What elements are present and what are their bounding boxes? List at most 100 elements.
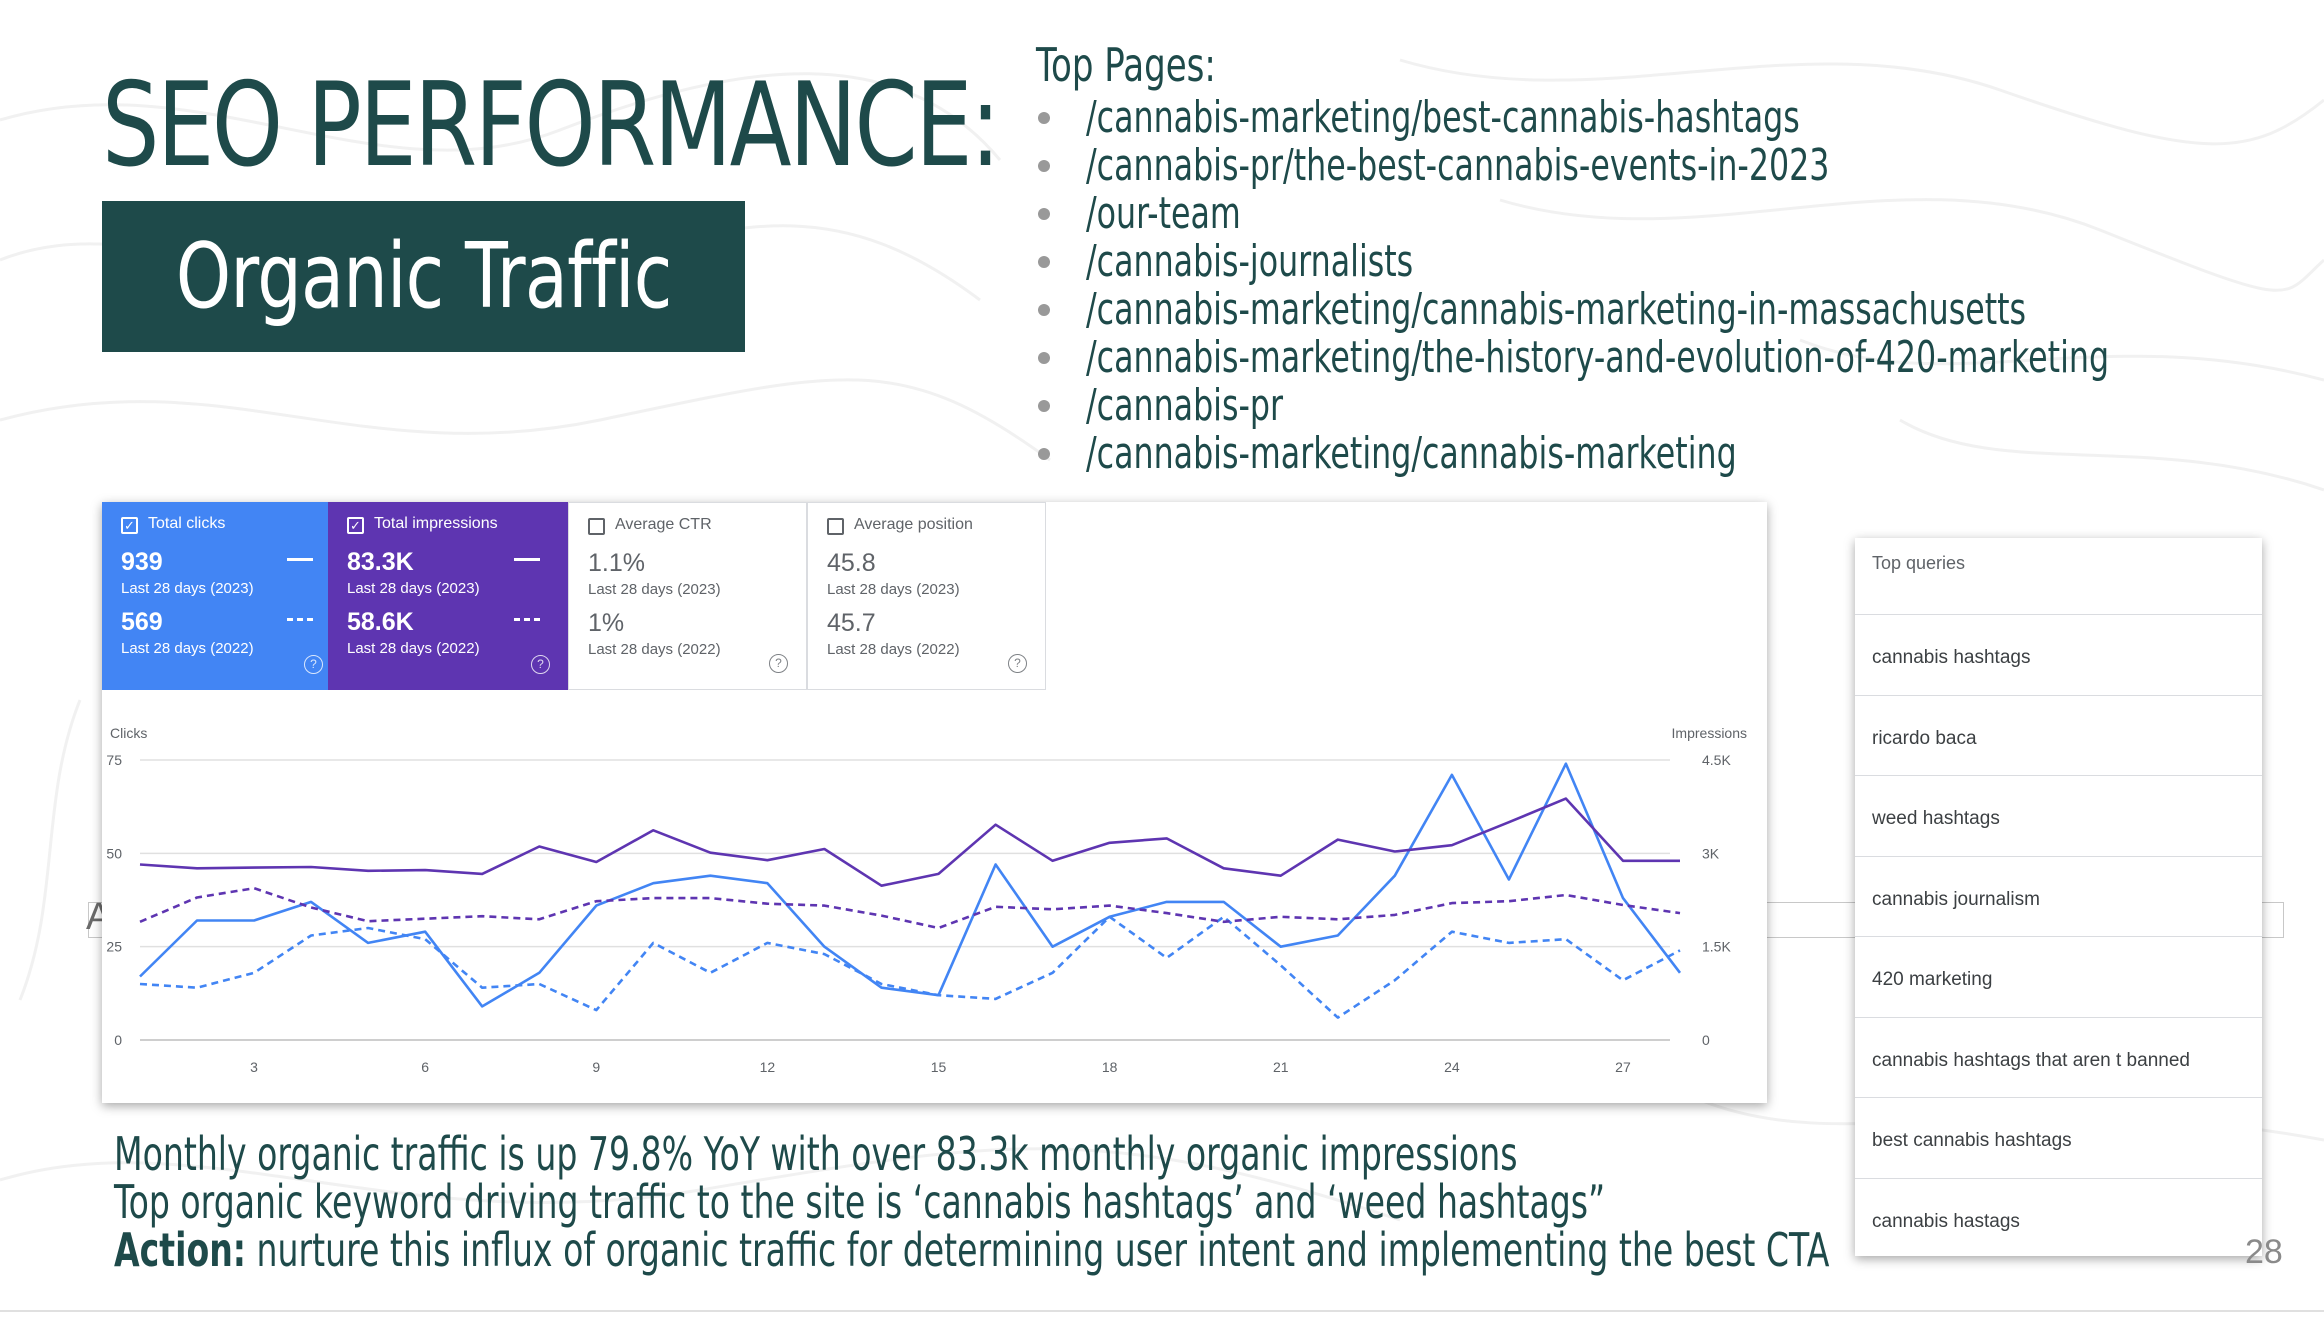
help-icon[interactable]: ? (769, 654, 788, 673)
series-line-left-dashed (139, 915, 1681, 1019)
top-page-path: /our-team (1086, 188, 1241, 239)
total-clicks-card[interactable]: ✓ Total clicks 939 Last 28 days (2023) 5… (102, 502, 341, 690)
query-row[interactable]: cannabis hashtags (1855, 615, 2262, 696)
summary-text: Monthly organic traffic is up 79.8% YoY … (114, 1130, 2324, 1274)
bullet-icon (1038, 112, 1050, 124)
metric-label: Average CTR (615, 516, 712, 533)
metric-period-current: Last 28 days (2023) (121, 580, 254, 597)
y-left-tick-label: 50 (106, 845, 122, 861)
query-text: best cannabis hashtags (1872, 1130, 2072, 1151)
top-page-item: /cannabis-marketing/cannabis-marketing-i… (1036, 286, 2026, 334)
top-page-item: /cannabis-marketing/cannabis-marketing (1036, 430, 1737, 478)
y-right-axis-label: Impressions (1672, 725, 1747, 741)
metric-value-current: 83.3K (347, 548, 414, 576)
top-pages-list: /cannabis-marketing/best-cannabis-hashta… (1036, 94, 2109, 478)
top-page-item: /cannabis-marketing/the-history-and-evol… (1036, 334, 2109, 382)
top-page-path: /cannabis-marketing/best-cannabis-hashta… (1086, 92, 1800, 143)
help-icon[interactable]: ? (531, 655, 550, 674)
top-queries-header: Top queries (1855, 538, 2262, 615)
dashed-line-legend-icon (514, 618, 540, 621)
help-icon[interactable]: ? (304, 655, 323, 674)
total-impressions-card[interactable]: ✓ Total impressions 83.3K Last 28 days (… (328, 502, 568, 690)
x-tick-label: 27 (1615, 1059, 1631, 1075)
checkbox-checked-icon[interactable]: ✓ (121, 517, 138, 534)
top-page-path: /cannabis-marketing/the-history-and-evol… (1086, 332, 2110, 383)
search-console-performance-panel: ✓ Total clicks 939 Last 28 days (2023) 5… (102, 502, 1767, 1103)
top-queries-title: Top queries (1872, 553, 1966, 573)
y-right-tick-label: 4.5K (1702, 752, 1731, 768)
top-page-path: /cannabis-pr (1086, 380, 1284, 431)
x-tick-label: 12 (760, 1059, 776, 1075)
metric-value-previous: 58.6K (347, 608, 414, 636)
metric-value-previous: 569 (121, 608, 163, 636)
x-tick-label: 24 (1444, 1059, 1460, 1075)
query-row[interactable]: weed hashtags (1855, 776, 2262, 857)
y-left-axis-label: Clicks (110, 725, 147, 741)
bullet-icon (1038, 256, 1050, 268)
query-text: cannabis hashtags (1872, 647, 2031, 668)
top-queries-panel: Top queries cannabis hashtags ricardo ba… (1855, 538, 2262, 1256)
x-tick-label: 9 (592, 1059, 600, 1075)
checkbox-checked-icon[interactable]: ✓ (347, 517, 364, 534)
bullet-icon (1038, 160, 1050, 172)
average-ctr-card[interactable]: Average CTR 1.1% Last 28 days (2023) 1% … (568, 502, 807, 690)
top-page-path: /cannabis-marketing/cannabis-marketing-i… (1086, 284, 2027, 335)
query-text: cannabis hastags (1872, 1210, 2020, 1232)
subtitle-banner: Organic Traffic (102, 201, 745, 352)
query-text: ricardo baca (1872, 727, 1977, 749)
metric-value-current: 1.1% (588, 549, 645, 577)
metric-value-current: 939 (121, 548, 163, 576)
metric-period-current: Last 28 days (2023) (347, 580, 480, 597)
average-position-card[interactable]: Average position 45.8 Last 28 days (2023… (807, 502, 1046, 690)
checkbox-unchecked-icon[interactable] (588, 518, 605, 535)
x-tick-label: 18 (1102, 1059, 1118, 1075)
dashed-line-legend-icon (287, 618, 313, 621)
top-page-item: /cannabis-pr (1036, 382, 1283, 430)
series-line-right-solid (139, 797, 1680, 888)
series-line-left-solid (139, 762, 1682, 1008)
bullet-icon (1038, 208, 1050, 220)
metric-value-current: 45.8 (827, 549, 876, 577)
x-tick-label: 15 (931, 1059, 947, 1075)
y-left-tick-label: 75 (106, 752, 122, 768)
checkbox-unchecked-icon[interactable] (827, 518, 844, 535)
series-line-right-dashed (139, 886, 1681, 930)
y-left-tick-label: 0 (114, 1032, 122, 1048)
help-icon[interactable]: ? (1008, 654, 1027, 673)
top-pages-section: Top Pages: /cannabis-marketing/best-cann… (1036, 38, 2109, 478)
summary-line-action: Action: nurture this influx of organic t… (114, 1226, 1829, 1274)
top-pages-heading: Top Pages: (1036, 38, 1216, 92)
action-label: Action: (114, 1223, 247, 1277)
bullet-icon (1038, 448, 1050, 460)
query-row[interactable]: cannabis hashtags that aren t banned (1855, 1018, 2262, 1098)
query-row[interactable]: cannabis journalism (1855, 857, 2262, 937)
summary-line-traffic: Monthly organic traffic is up 79.8% YoY … (114, 1127, 1518, 1181)
metric-label: Total clicks (148, 515, 226, 532)
subtitle-text: Organic Traffic (175, 224, 672, 329)
y-right-tick-label: 0 (1702, 1032, 1710, 1048)
metric-value-previous: 1% (588, 609, 625, 637)
bullet-icon (1038, 400, 1050, 412)
metric-period-current: Last 28 days (2023) (588, 581, 721, 598)
top-page-path: /cannabis-pr/the-best-cannabis-events-in… (1086, 140, 1830, 191)
action-text: nurture this influx of organic traffic f… (246, 1223, 1830, 1277)
bottom-divider (0, 1310, 2324, 1312)
top-page-item: /cannabis-journalists (1036, 238, 1413, 286)
bullet-icon (1038, 352, 1050, 364)
performance-line-chart: 75 4.5K 50 3K 25 1.5K 0 0 Clicks Impressions 3 6 9 12… (106, 725, 1747, 1075)
query-row[interactable]: best cannabis hashtags (1855, 1098, 2262, 1179)
y-left-tick-label: 25 (106, 939, 122, 955)
solid-line-legend-icon (514, 558, 540, 561)
top-page-item: /our-team (1036, 190, 1279, 238)
query-row[interactable]: cannabis hastags (1855, 1179, 2262, 1260)
solid-line-legend-icon (287, 558, 313, 561)
slide-title: SEO PERFORMANCE: (102, 58, 1001, 193)
metric-period-previous: Last 28 days (2022) (827, 641, 960, 658)
page-number: 28 (2245, 1233, 2283, 1271)
query-row[interactable]: 420 marketing (1855, 937, 2262, 1018)
query-row[interactable]: ricardo baca (1855, 696, 2262, 776)
query-text: 420 marketing (1872, 969, 1993, 990)
metric-period-previous: Last 28 days (2022) (121, 640, 254, 657)
query-text: weed hashtags (1872, 808, 2000, 829)
x-tick-label: 6 (421, 1059, 429, 1075)
